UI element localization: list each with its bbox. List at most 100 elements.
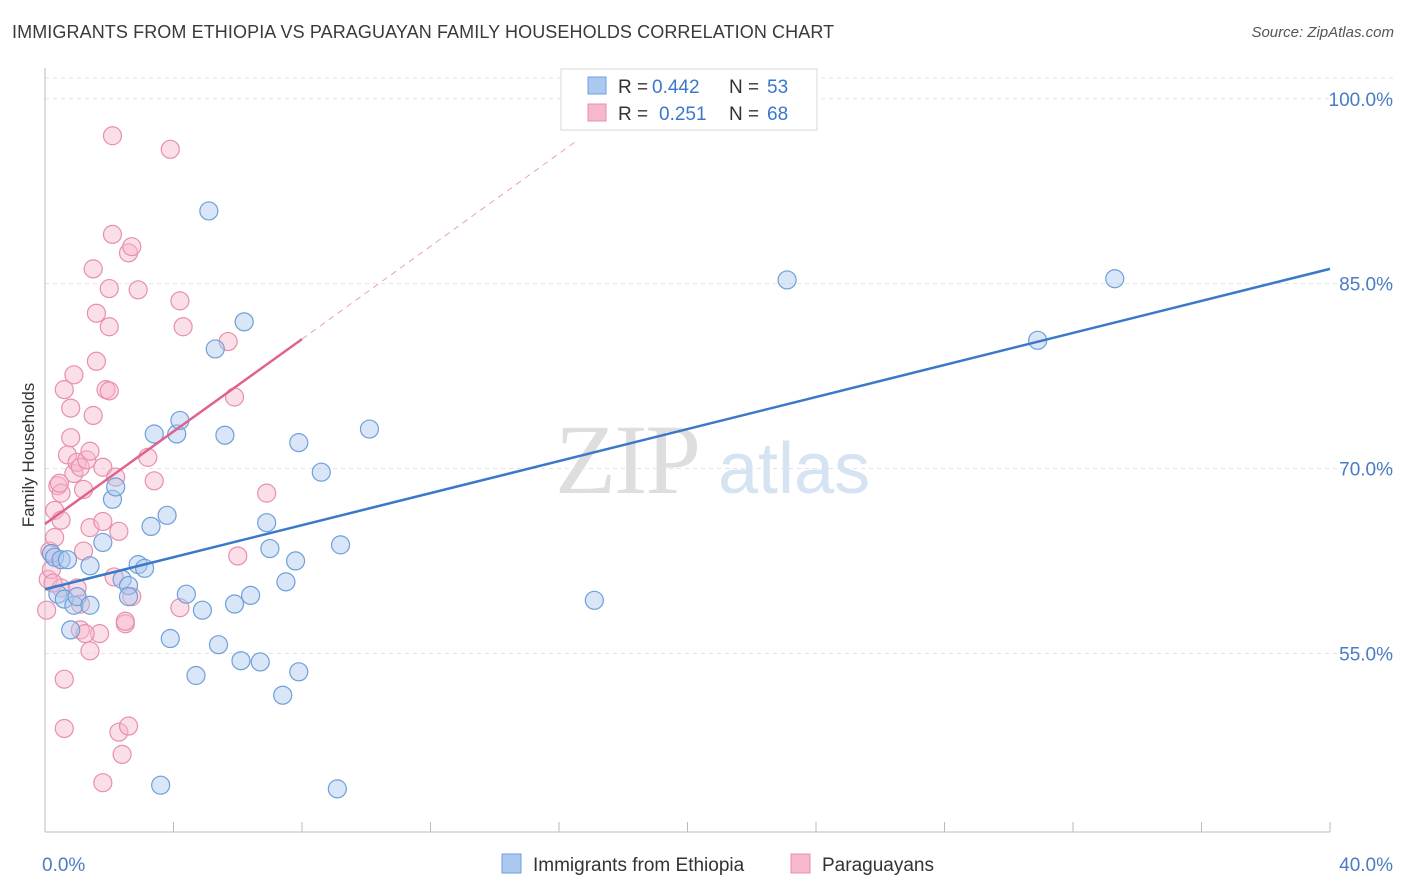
legend-pink-swatch — [587, 103, 607, 122]
data-point — [112, 744, 132, 764]
data-point — [144, 424, 164, 444]
data-point — [70, 457, 90, 477]
data-point — [37, 600, 57, 620]
data-point — [54, 380, 74, 400]
trend-line-paraguayans — [44, 338, 303, 525]
x-tick-label: 40.0% — [1339, 855, 1393, 876]
watermark-atlas: atlas — [718, 429, 870, 509]
data-point — [157, 505, 177, 525]
y-tick-labels: 55.0% 70.0% 85.0% 100.0% — [1329, 90, 1394, 666]
axes — [44, 68, 1331, 833]
trend-line-paraguayans-extension — [301, 141, 576, 340]
data-point — [1105, 269, 1125, 289]
data-point — [80, 595, 100, 615]
data-point — [75, 624, 95, 644]
data-point — [80, 641, 100, 661]
correlation-legend: R = 0.442 N = 53 R = 0.251 N = 68 — [560, 68, 818, 131]
y-tick-label: 55.0% — [1339, 644, 1393, 665]
data-point — [311, 462, 331, 482]
legend-bottom-pink-label: Paraguayans — [822, 855, 934, 876]
data-point — [257, 513, 277, 533]
data-point — [224, 594, 245, 614]
y-axis-label: Family Households — [19, 383, 38, 528]
data-point — [80, 556, 100, 576]
legend-bottom-blue-label: Immigrants from Ethiopia — [533, 855, 745, 876]
data-point — [128, 280, 148, 300]
data-point — [122, 237, 142, 257]
legend-bottom-blue-swatch — [501, 853, 522, 874]
data-point — [118, 587, 139, 607]
data-point — [106, 477, 126, 497]
data-point — [93, 511, 113, 532]
data-point — [90, 624, 110, 644]
data-point — [83, 259, 103, 279]
legend-pink-n-value: 68 — [767, 104, 788, 125]
data-point — [231, 651, 251, 671]
data-point — [51, 550, 71, 570]
data-point — [160, 139, 180, 159]
data-point — [205, 339, 225, 359]
data-point — [144, 471, 164, 491]
data-point — [289, 433, 309, 453]
data-point — [61, 398, 81, 418]
y-tick-label: 85.0% — [1339, 275, 1393, 296]
data-point — [208, 635, 229, 655]
data-point — [102, 489, 123, 509]
data-point — [234, 312, 254, 332]
data-point — [61, 620, 81, 640]
data-point — [359, 419, 380, 439]
grid-lines — [45, 77, 1395, 654]
legend-blue-r-label: R = — [618, 77, 648, 98]
data-point — [199, 201, 219, 221]
data-point — [330, 535, 351, 555]
data-point — [99, 278, 119, 299]
data-point — [54, 669, 74, 689]
legend-pink-r-label: R = — [618, 104, 648, 125]
data-point — [215, 425, 235, 445]
data-point — [118, 716, 139, 736]
data-point — [99, 381, 119, 401]
data-point — [285, 551, 306, 571]
data-point — [64, 365, 84, 385]
data-point — [96, 380, 116, 400]
data-point — [106, 467, 126, 487]
watermark-zip: ZIP — [555, 404, 699, 515]
legend-pink-n-label: N = — [729, 104, 759, 125]
series-legend: Immigrants from Ethiopia Paraguayans — [501, 853, 934, 876]
data-point — [99, 317, 119, 337]
data-point — [109, 722, 129, 742]
data-point — [141, 516, 161, 537]
data-point — [273, 685, 293, 705]
data-point — [250, 652, 270, 672]
data-point — [173, 317, 193, 337]
data-point — [186, 665, 206, 686]
pink-series-points — [37, 126, 277, 793]
data-point — [176, 584, 196, 604]
data-point — [109, 521, 129, 541]
legend-blue-n-value: 53 — [767, 77, 788, 98]
data-point — [51, 483, 71, 503]
data-point — [93, 773, 113, 793]
data-point — [93, 532, 113, 553]
data-point — [228, 546, 248, 566]
data-point — [54, 718, 74, 739]
data-point — [257, 483, 277, 503]
chart-source: Source: ZipAtlas.com — [1251, 24, 1394, 41]
data-point — [115, 611, 135, 631]
data-point — [584, 590, 604, 610]
data-point — [102, 126, 123, 146]
data-point — [160, 628, 180, 649]
data-point — [86, 351, 107, 371]
x-tick-labels: 0.0% 40.0% — [42, 855, 1393, 876]
y-tick-label: 70.0% — [1339, 459, 1393, 480]
legend-blue-r-value: 0.442 — [652, 77, 700, 98]
data-point — [51, 510, 71, 530]
data-point — [86, 303, 107, 323]
data-point — [83, 405, 103, 426]
legend-blue-swatch — [587, 76, 607, 95]
data-point — [241, 585, 261, 606]
legend-bottom-pink-swatch — [790, 853, 811, 874]
data-point — [289, 662, 309, 682]
data-point — [170, 291, 190, 311]
